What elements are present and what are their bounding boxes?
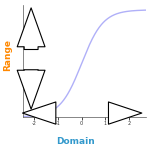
Text: Range: Range: [3, 39, 12, 71]
Text: Domain: Domain: [56, 137, 95, 146]
